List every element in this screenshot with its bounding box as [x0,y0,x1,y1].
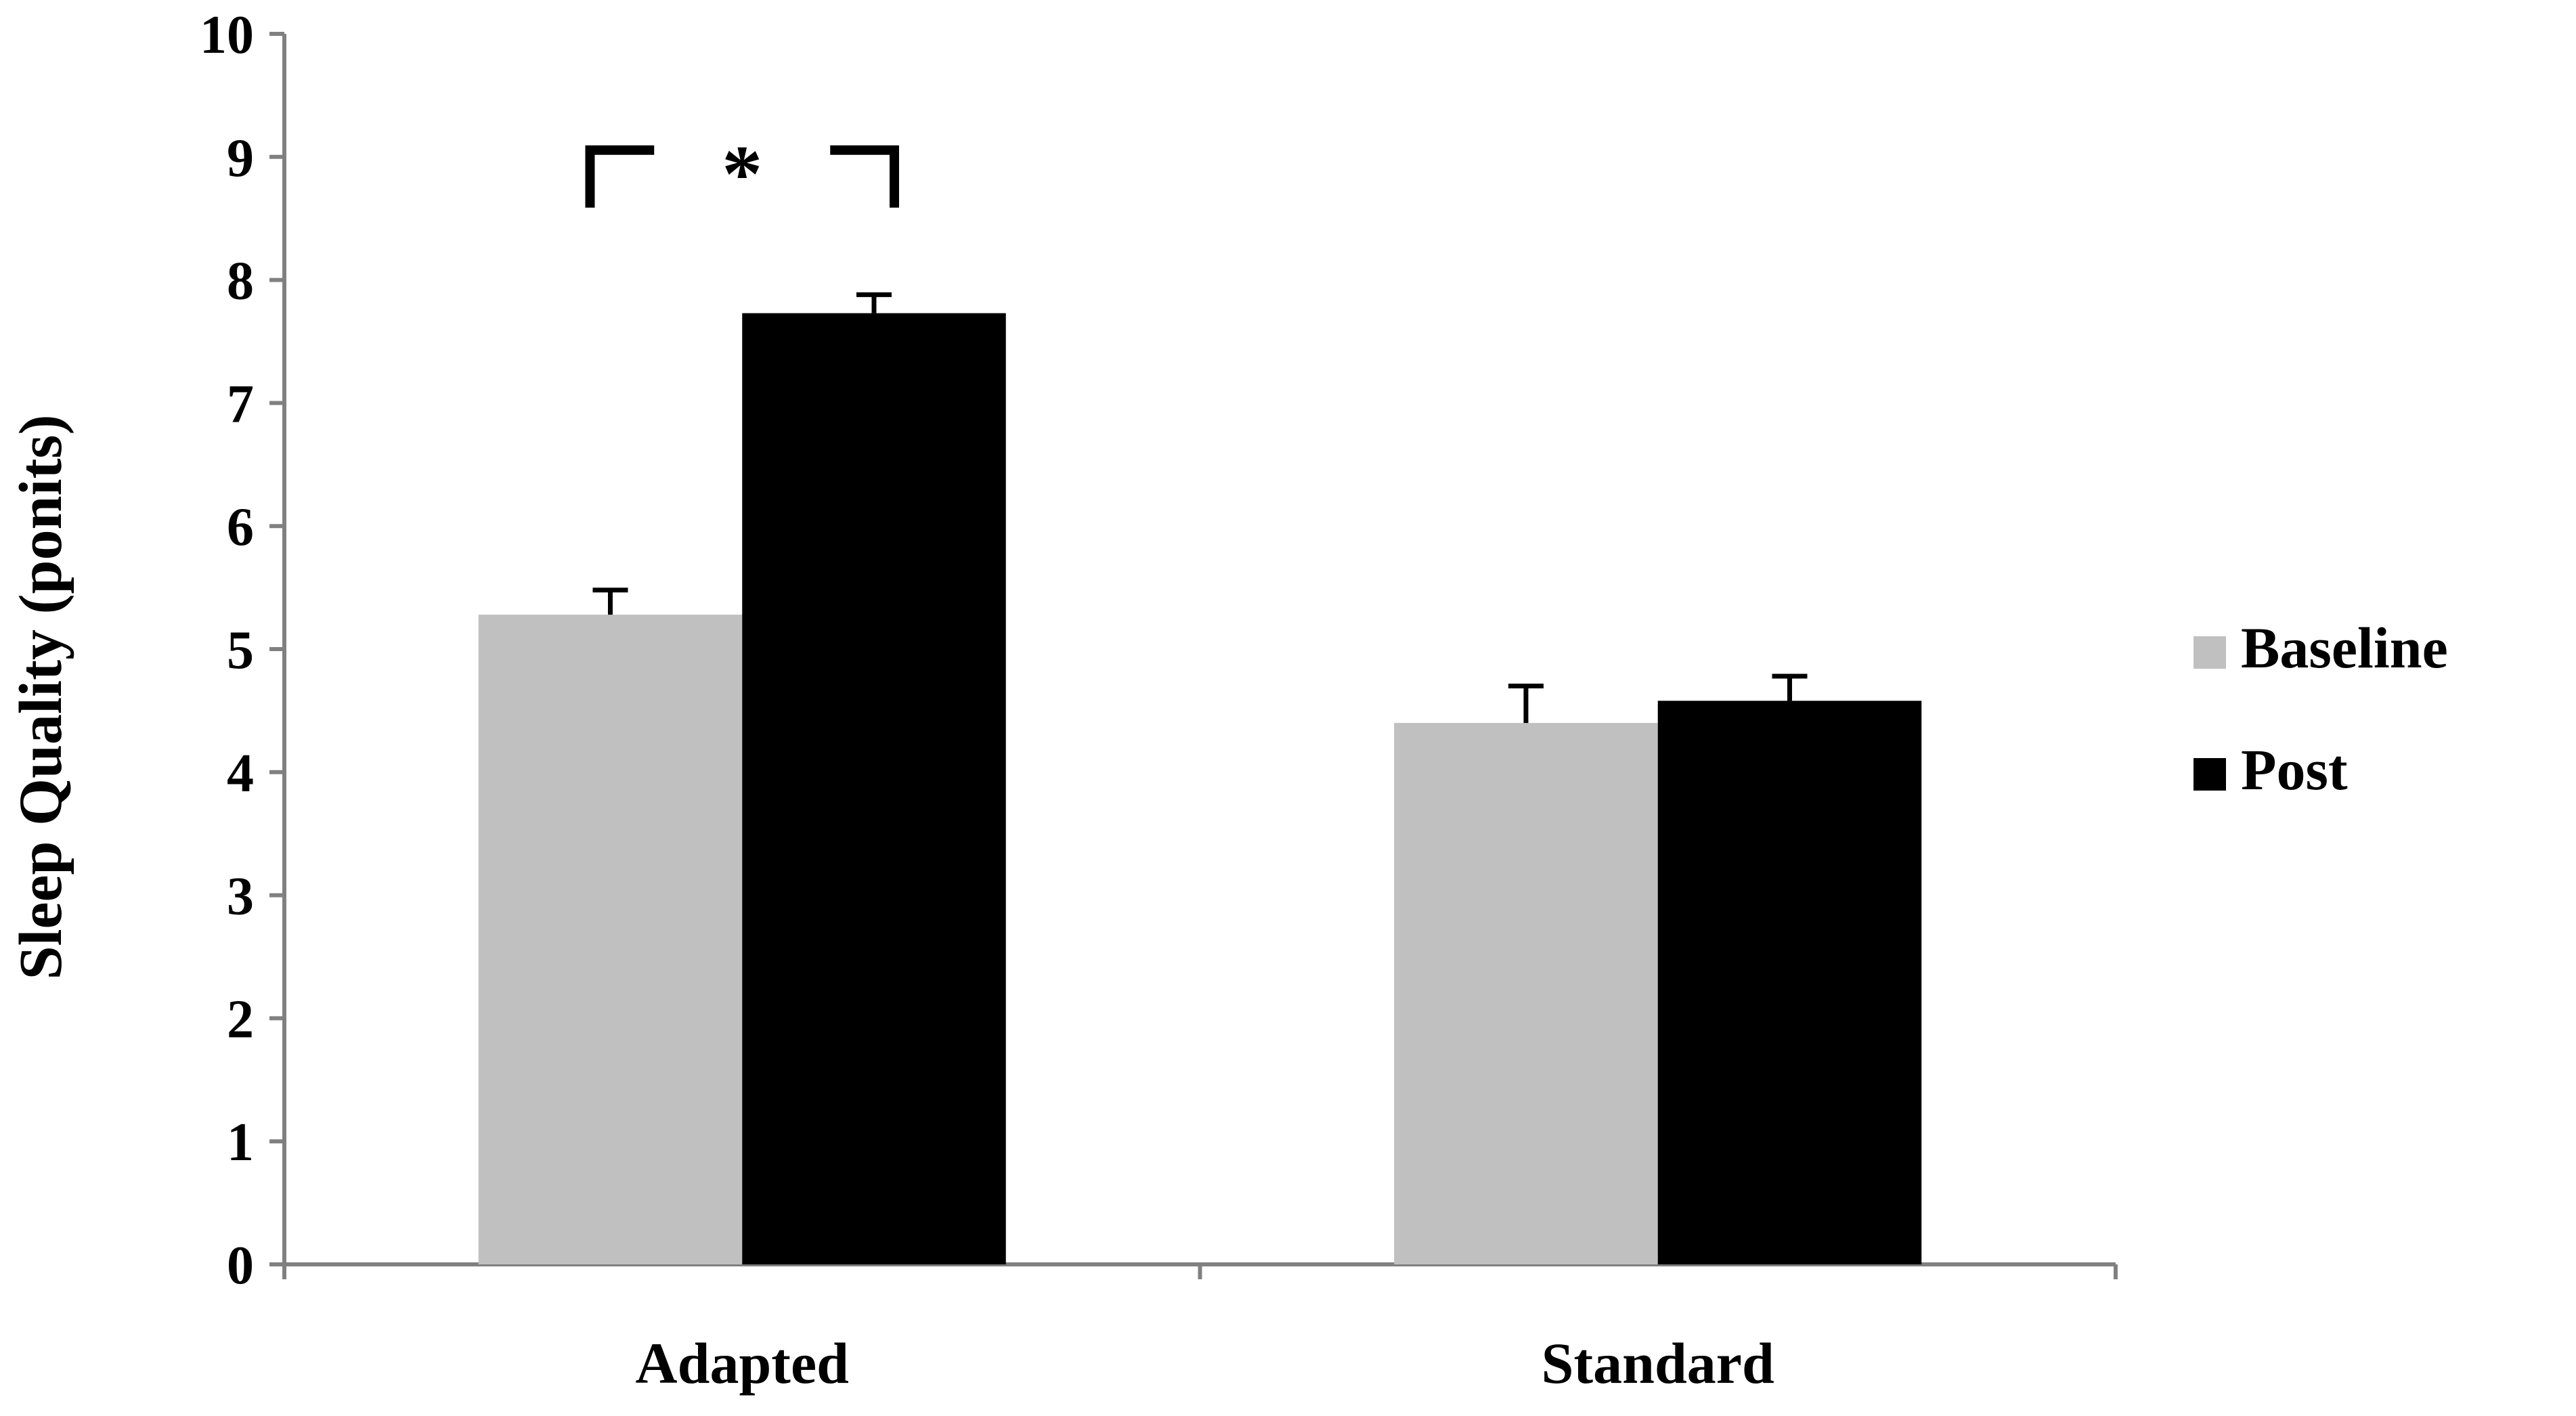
bar [1394,723,1658,1264]
y-tick-label: 9 [227,129,254,188]
bar [742,313,1006,1264]
bar [1657,701,1922,1264]
y-axis: 0 1 2 3 4 5 6 7 8 9 10 [200,5,286,1296]
legend-swatch [2193,758,2226,791]
y-tick-label: 10 [200,5,254,65]
x-axis: Adapted Standard [282,1262,2118,1396]
legend-swatch [2193,636,2226,669]
y-tick-label: 2 [227,990,254,1049]
bar [478,615,743,1264]
legend-label: Post [2241,737,2348,802]
significance-asterisk: * [722,129,762,219]
x-category-label: Adapted [636,1331,849,1396]
y-tick-label: 8 [227,252,254,311]
significance-bracket-left [585,145,655,208]
legend-label: Baseline [2241,615,2448,680]
y-tick-label: 0 [227,1236,254,1296]
y-axis-title: Sleep Quality (ponits) [7,414,74,979]
bars [478,313,1922,1264]
y-tick-label: 5 [227,621,254,680]
error-bars [592,292,1808,724]
significance-bracket-right [830,145,900,208]
y-tick-label: 6 [227,497,254,557]
y-tick-label: 1 [227,1113,254,1172]
x-category-label: Standard [1542,1331,1774,1396]
annotations: * [585,129,900,219]
y-tick-label: 7 [227,374,254,434]
legend: Baseline Post [2193,615,2448,802]
y-tick-label: 3 [227,867,254,927]
y-tick-label: 4 [227,744,254,803]
